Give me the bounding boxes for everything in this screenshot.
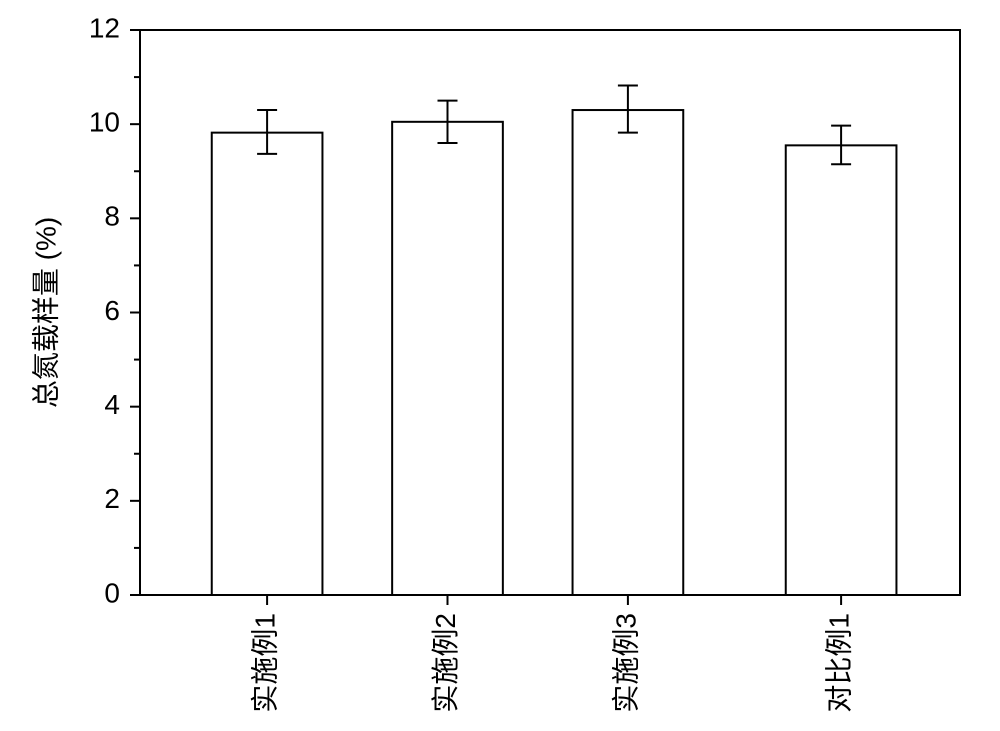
x-tick-label: 对比例1	[823, 613, 854, 713]
x-tick-label: 实施例2	[430, 613, 461, 713]
bar	[786, 145, 897, 595]
y-tick-label: 0	[104, 577, 120, 608]
y-tick-label: 12	[89, 12, 120, 43]
y-tick-label: 10	[89, 107, 120, 138]
y-tick-label: 8	[104, 201, 120, 232]
y-tick-label: 4	[104, 389, 120, 420]
bar	[392, 122, 503, 595]
chart-container: 0 2 4 6 8 10 12 实施例1 实施例2 实施例3 对比例1 总氮载样量 (%) 总氮载样量…	[0, 0, 1000, 731]
y-axis-label: 总氮载样量 (%)	[30, 217, 61, 408]
x-tick-label: 实施例3	[610, 613, 641, 713]
y-tick-label: 2	[104, 483, 120, 514]
y-tick-label: 6	[104, 295, 120, 326]
bar-chart: 0 2 4 6 8 10 12 实施例1 实施例2 实施例3 对比例1 总氮载样量 (%)	[0, 0, 1000, 731]
bar	[212, 133, 323, 595]
x-tick-label: 实施例1	[249, 613, 280, 713]
bar	[573, 110, 684, 595]
